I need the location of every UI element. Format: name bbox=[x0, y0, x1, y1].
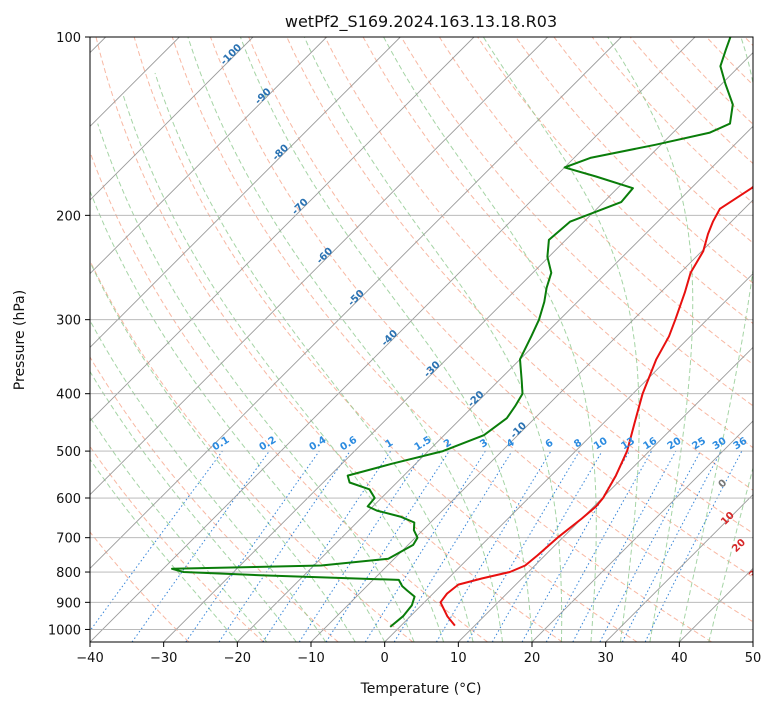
mixing-ratio-label: 6 bbox=[544, 437, 556, 450]
moist-adiabat-label: 30 bbox=[747, 564, 765, 582]
mixing-ratio-line bbox=[218, 450, 351, 642]
dry-adiabat bbox=[248, 37, 753, 578]
moist-adiabat bbox=[90, 260, 356, 642]
y-tick-label: 100 bbox=[56, 31, 81, 46]
y-tick-label: 900 bbox=[56, 596, 81, 611]
isotherm-line bbox=[90, 37, 254, 201]
moist-adiabat bbox=[97, 123, 415, 642]
dry-adiabat bbox=[90, 150, 488, 642]
y-tick-label: 500 bbox=[56, 445, 81, 460]
dry-adiabat bbox=[324, 37, 753, 491]
isotherm-line bbox=[310, 199, 753, 642]
isotherm-line bbox=[90, 37, 401, 348]
x-tick-label: −20 bbox=[224, 651, 251, 666]
y-tick-label: 1000 bbox=[48, 623, 81, 638]
plot-frame bbox=[89, 36, 754, 643]
dry-adiabat bbox=[286, 37, 753, 534]
dry-adiabat bbox=[477, 37, 753, 325]
dry-adiabat bbox=[438, 37, 753, 365]
moist-adiabats bbox=[90, 37, 753, 642]
moist-adiabat bbox=[90, 189, 386, 642]
moist-adiabat bbox=[383, 37, 597, 642]
isotherm-line bbox=[90, 37, 622, 569]
mixing-ratio-line bbox=[545, 450, 653, 642]
moist-adiabat bbox=[154, 72, 474, 642]
isotherm-line bbox=[531, 420, 753, 642]
isotherm-line bbox=[237, 125, 753, 642]
x-axis: −40 −30 −20 −10 0 10 20 30 40 50 bbox=[76, 642, 761, 666]
dry-adiabat bbox=[90, 259, 414, 642]
isotherm-line bbox=[384, 273, 753, 642]
dry-adiabat bbox=[171, 37, 712, 642]
isotherm-line bbox=[90, 37, 327, 275]
y-tick-label: 200 bbox=[56, 209, 81, 224]
y-tick-label: 800 bbox=[56, 566, 81, 581]
isotherm-line bbox=[90, 37, 696, 642]
y-tick-label: 600 bbox=[56, 492, 81, 507]
mixing-ratio-label: 8 bbox=[572, 437, 584, 450]
moist-adiabat bbox=[90, 319, 327, 642]
moist-adiabat bbox=[678, 37, 753, 642]
mixing-ratio-label: 3 bbox=[478, 437, 490, 450]
isotherm-line bbox=[90, 37, 475, 422]
mixing-ratio-line bbox=[393, 450, 513, 642]
isotherm-line bbox=[90, 37, 548, 496]
dry-adiabat bbox=[95, 37, 563, 642]
y-tick-label: 700 bbox=[56, 532, 81, 547]
x-axis-label: Temperature (°C) bbox=[360, 681, 482, 697]
mixing-ratio-line bbox=[262, 450, 392, 642]
dry-adiabat bbox=[90, 531, 190, 642]
mixing-ratio-label: 4 bbox=[505, 437, 517, 450]
x-tick-label: 10 bbox=[450, 651, 467, 666]
mixing-ratio-label: 2 bbox=[442, 437, 454, 450]
moist-adiabat bbox=[482, 37, 640, 642]
dewpoint-line bbox=[171, 37, 734, 628]
x-tick-label: 20 bbox=[524, 651, 541, 666]
x-tick-label: 50 bbox=[745, 651, 762, 666]
mixing-ratio-line bbox=[325, 450, 450, 642]
chart-title: wetPf2_S169.2024.163.13.18.R03 bbox=[285, 12, 557, 32]
x-tick-label: −40 bbox=[76, 651, 103, 666]
dry-adiabat bbox=[90, 356, 339, 642]
x-tick-label: 30 bbox=[597, 651, 614, 666]
y-tick-label: 400 bbox=[56, 388, 81, 403]
mixing-ratio-label: 1 bbox=[384, 437, 396, 450]
profile-lines bbox=[171, 37, 753, 628]
moist-adiabat bbox=[122, 94, 445, 642]
x-tick-label: −30 bbox=[150, 651, 177, 666]
moist-adiabat bbox=[708, 466, 753, 642]
temperature-line bbox=[439, 185, 753, 627]
moist-adiabat bbox=[607, 37, 694, 642]
mixing-ratio-line bbox=[644, 450, 743, 642]
isotherms bbox=[90, 37, 753, 642]
plot-area: -100-90-80-70-60-50-40-30-20-100.1 0.2 0.4… bbox=[90, 37, 765, 642]
x-tick-label: −10 bbox=[297, 651, 324, 666]
moist-adiabat bbox=[90, 416, 268, 642]
mixing-ratio-line bbox=[185, 450, 320, 642]
dry-adiabat bbox=[210, 37, 753, 623]
mixing-ratio-line bbox=[90, 450, 223, 632]
y-axis-label: Pressure (hPa) bbox=[12, 290, 28, 390]
moist-adiabat bbox=[187, 37, 503, 642]
isotherm-line bbox=[458, 346, 753, 642]
mixing-ratio-line bbox=[572, 450, 677, 642]
isotherm-line bbox=[605, 494, 753, 642]
dry-adiabat bbox=[133, 37, 638, 642]
mixing-ratio-line bbox=[131, 450, 270, 642]
mixing-ratio-line bbox=[298, 450, 425, 642]
y-axis: 100 200 300 400 500 600 700 800 900 1000 bbox=[48, 31, 90, 638]
x-tick-label: 0 bbox=[381, 651, 389, 666]
moist-adiabat bbox=[239, 37, 533, 642]
isotherm-line bbox=[163, 52, 753, 642]
y-tick-label: 300 bbox=[56, 314, 81, 329]
dry-adiabat bbox=[553, 37, 753, 244]
x-tick-label: 40 bbox=[671, 651, 688, 666]
moist-adiabat bbox=[303, 37, 563, 642]
moist-adiabat bbox=[90, 458, 238, 642]
